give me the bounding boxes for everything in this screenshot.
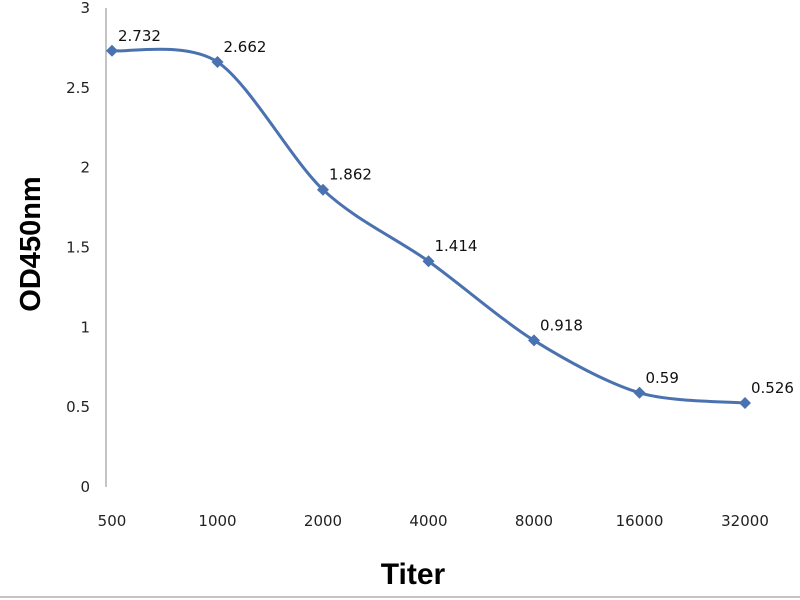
x-tick-label: 16000: [616, 512, 664, 530]
y-tick-label: 2.5: [66, 79, 90, 97]
y-tick-label: 3: [80, 0, 90, 17]
x-tick-label: 500: [98, 512, 127, 530]
data-point-marker: [317, 183, 329, 196]
x-tick-label: 32000: [721, 512, 769, 530]
data-point-marker: [211, 55, 224, 68]
x-tick-label: 8000: [515, 512, 553, 530]
data-label: 2.732: [118, 27, 161, 45]
data-point-marker: [106, 44, 118, 57]
x-tick-label: 2000: [304, 512, 342, 530]
x-tick-label: 1000: [198, 512, 236, 530]
y-tick-label: 0: [80, 478, 90, 496]
y-tick-label: 1: [80, 318, 90, 336]
data-label: 1.862: [329, 166, 372, 184]
data-label: 0.526: [751, 379, 794, 397]
data-label: 1.414: [435, 237, 478, 255]
x-tick-label: 4000: [409, 512, 447, 530]
x-tick-labels: 500 1000 2000 4000 8000 16000 32000: [98, 512, 769, 530]
y-tick-label: 2: [80, 159, 90, 177]
x-axis-title: Titer: [381, 558, 446, 591]
series-line: [111, 47, 746, 405]
y-tick-labels: 0 0.5 1 1.5 2 2.5 3: [66, 0, 90, 496]
data-label: 0.918: [540, 316, 583, 334]
data-label: 2.662: [224, 38, 267, 56]
data-labels: 2.732 2.662 1.862 1.414 0.918 0.59 0.526: [118, 27, 794, 397]
data-point-marker: [739, 397, 751, 410]
series-markers: [106, 44, 751, 410]
data-point-marker: [633, 386, 646, 399]
data-point-marker: [422, 255, 435, 268]
y-tick-label: 1.5: [66, 239, 90, 257]
data-label: 0.59: [646, 369, 679, 387]
y-tick-label: 0.5: [66, 398, 90, 416]
data-point-marker: [528, 334, 540, 347]
y-axis-title: OD450nm: [15, 176, 47, 311]
